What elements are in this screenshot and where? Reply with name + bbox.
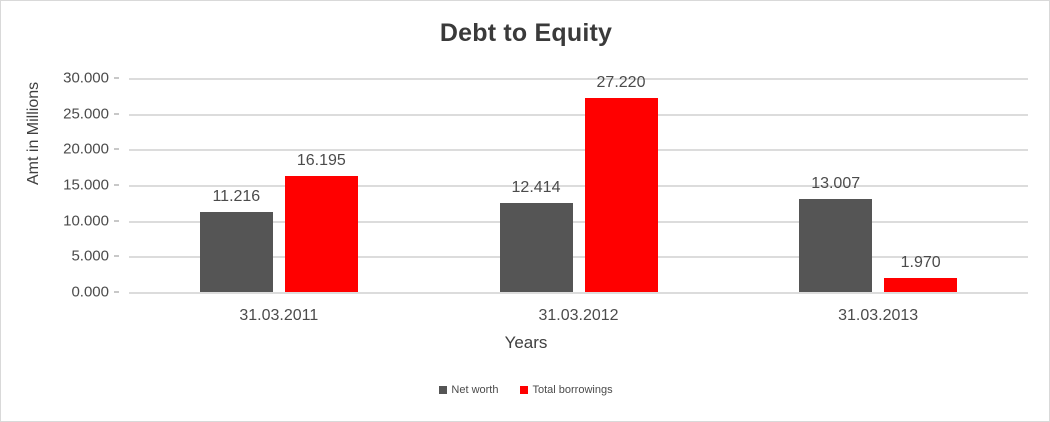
y-tick-label: 20.000 xyxy=(63,140,109,158)
y-tick-label: 30.000 xyxy=(63,69,109,87)
y-tick-label: 5.000 xyxy=(71,247,109,265)
bar-value-label: 13.007 xyxy=(811,175,861,193)
bar[interactable] xyxy=(799,199,873,292)
x-tick-label: 31.03.2011 xyxy=(239,307,319,324)
gridline xyxy=(129,256,1028,259)
y-tick-mark xyxy=(114,112,119,115)
y-tick-mark xyxy=(114,291,119,293)
gridline xyxy=(129,220,1028,223)
legend-swatch-icon xyxy=(520,386,529,394)
y-tick-label: 0.000 xyxy=(71,283,109,301)
chart-legend: Net worth Total borrowings xyxy=(1,384,1049,396)
bar[interactable] xyxy=(499,203,573,292)
y-tick-label: 15.000 xyxy=(63,176,109,194)
y-tick-mark xyxy=(114,77,119,79)
y-tick-mark xyxy=(114,219,119,222)
chart-title: Debt to Equity xyxy=(439,19,613,47)
bar[interactable] xyxy=(199,212,273,292)
y-tick-label: 10.000 xyxy=(63,212,109,230)
bar-value-label: 12.414 xyxy=(511,179,561,197)
bar-value-label: 16.195 xyxy=(296,152,346,170)
gridline xyxy=(129,185,1028,187)
bar-value-label: 27.220 xyxy=(596,73,646,91)
y-tick-mark xyxy=(114,255,119,258)
bar-value-label: 1.970 xyxy=(900,253,941,271)
x-tick-label: 31.03.2012 xyxy=(538,307,619,324)
x-axis-title: Years xyxy=(504,333,548,352)
plot-area: 11.216 16.195 12.414 27.220 13.007 1.970 xyxy=(129,74,1028,294)
y-axis: 0.000 5.000 10.000 15.000 20.000 25.000 30.000 xyxy=(1,70,119,301)
y-tick-label: 25.000 xyxy=(63,105,109,123)
gridline xyxy=(129,113,1028,116)
bar-value-label: 11.216 xyxy=(212,187,261,205)
gridline xyxy=(129,78,1028,80)
y-tick-mark xyxy=(114,148,119,151)
bar[interactable] xyxy=(884,277,958,292)
legend-swatch-icon xyxy=(439,386,448,394)
y-tick-mark xyxy=(114,184,119,186)
bar[interactable] xyxy=(284,176,358,292)
bar[interactable] xyxy=(584,97,658,292)
legend-label: Total borrowings xyxy=(532,384,613,396)
x-tick-label: 31.03.2013 xyxy=(838,307,919,324)
legend-label: Net worth xyxy=(451,384,499,396)
legend-item[interactable]: Total borrowings xyxy=(520,384,613,396)
x-axis-line xyxy=(129,292,1028,294)
gridline xyxy=(129,149,1028,152)
legend-item[interactable]: Net worth xyxy=(439,384,498,396)
